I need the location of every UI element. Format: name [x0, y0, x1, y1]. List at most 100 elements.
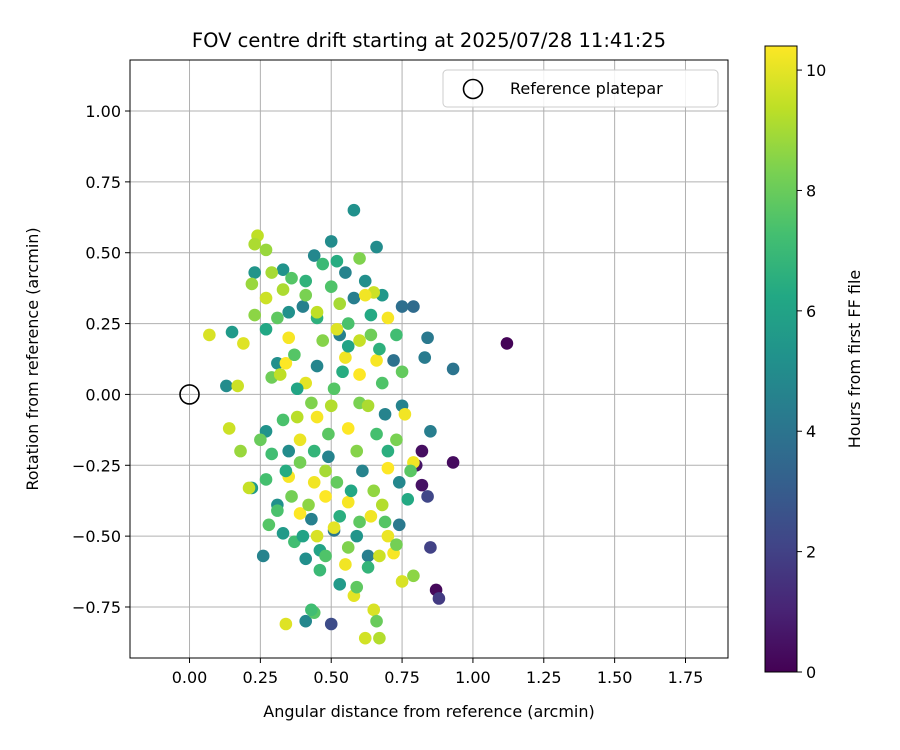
- data-point-81: [398, 407, 412, 421]
- data-point-105: [271, 504, 284, 517]
- data-point-168: [361, 399, 375, 413]
- data-point-146: [265, 447, 279, 461]
- data-point-138: [299, 288, 313, 302]
- y-tick-label-0: −0.75: [72, 598, 121, 617]
- data-point-78: [381, 529, 395, 543]
- data-point-124: [254, 433, 267, 447]
- data-point-127: [327, 382, 341, 396]
- data-point-147: [336, 365, 349, 379]
- data-point-157: [333, 509, 347, 523]
- data-point-104: [285, 490, 298, 503]
- data-point-16: [256, 549, 270, 563]
- data-point-101: [327, 521, 341, 534]
- x-tick-label-2: 0.50: [313, 668, 349, 687]
- reference-marker: [179, 384, 200, 405]
- data-points: [203, 203, 514, 645]
- data-point-4: [415, 478, 429, 492]
- data-point-90: [353, 368, 366, 381]
- data-point-27: [358, 274, 372, 288]
- data-point-69: [358, 631, 372, 645]
- plot-area: 0.00 0.25 0.50 0.75 1.00 1.25 1.50 1.75 −0.75−0…: [72, 59, 729, 687]
- data-point-36: [387, 354, 400, 367]
- data-point-97: [319, 490, 332, 503]
- x-tick-label-3: 0.75: [384, 668, 420, 687]
- data-point-156: [296, 529, 310, 543]
- data-point-51: [361, 549, 375, 563]
- data-point-14: [418, 351, 432, 364]
- data-point-30: [282, 305, 296, 319]
- data-point-45: [305, 512, 318, 526]
- data-point-144: [330, 475, 344, 489]
- data-point-165: [333, 297, 347, 311]
- data-point-21: [220, 379, 233, 393]
- data-point-34: [310, 359, 324, 373]
- y-tick-label-6: 0.75: [85, 173, 121, 192]
- data-point-102: [310, 529, 324, 543]
- data-point-142: [285, 271, 298, 285]
- data-point-89: [339, 351, 352, 364]
- colorbar-tick-label-1: 2: [806, 543, 816, 562]
- data-point-172: [324, 399, 338, 413]
- data-point-15: [424, 424, 437, 438]
- data-point-133: [316, 334, 330, 347]
- data-point-108: [319, 549, 332, 563]
- y-tick-label-5: 0.50: [85, 244, 121, 263]
- data-point-10: [407, 300, 420, 313]
- data-point-59: [259, 291, 273, 305]
- data-point-70: [373, 631, 386, 645]
- data-point-0: [500, 337, 514, 350]
- data-point-8: [421, 490, 434, 503]
- data-point-113: [313, 563, 327, 577]
- data-point-63: [222, 422, 236, 435]
- data-point-98: [341, 495, 355, 509]
- plot-frame: [129, 59, 729, 659]
- colorbar-label: Hours from first FF file: [845, 270, 864, 449]
- data-point-141: [316, 257, 330, 271]
- data-point-11: [395, 300, 409, 313]
- data-point-120: [350, 444, 364, 458]
- data-point-112: [390, 538, 403, 551]
- data-point-25: [307, 249, 321, 262]
- data-point-75: [407, 569, 420, 583]
- data-point-137: [271, 311, 284, 325]
- colorbar: 0 2 4 6 8 10 Hours from first FF file: [764, 45, 864, 682]
- data-point-171: [273, 368, 287, 381]
- data-point-58: [245, 277, 259, 291]
- data-point-87: [279, 356, 293, 370]
- data-point-125: [276, 413, 290, 427]
- data-point-84: [358, 288, 372, 302]
- data-point-48: [392, 518, 406, 532]
- x-tick-label-7: 1.75: [668, 668, 704, 687]
- data-point-166: [353, 334, 366, 347]
- data-point-7: [424, 541, 437, 554]
- data-point-167: [290, 410, 304, 424]
- data-point-74: [395, 575, 409, 588]
- data-point-106: [262, 518, 276, 532]
- data-point-77: [373, 549, 386, 563]
- x-tick-label-4: 1.00: [455, 668, 491, 687]
- data-point-159: [259, 322, 273, 336]
- data-point-143: [302, 498, 315, 512]
- data-point-71: [367, 603, 381, 617]
- data-point-91: [330, 322, 344, 336]
- x-axis-ticks: 0.00 0.25 0.50 0.75 1.00 1.25 1.50 1.75: [172, 658, 704, 687]
- y-axis-ticks: −0.75 −0.50 −0.25 0.00 0.25 0.50 0.75 1.00: [72, 102, 130, 617]
- data-point-20: [324, 235, 338, 248]
- data-point-170: [319, 464, 332, 478]
- colorbar-gradient: [764, 45, 798, 673]
- data-point-61: [203, 328, 216, 342]
- data-point-49: [276, 526, 290, 540]
- data-point-92: [310, 410, 324, 424]
- data-point-53: [333, 578, 347, 591]
- data-point-155: [279, 464, 293, 478]
- data-point-66: [242, 481, 256, 495]
- data-point-56: [259, 243, 273, 257]
- data-point-2: [446, 456, 460, 469]
- data-point-116: [350, 580, 364, 594]
- data-point-123: [404, 464, 417, 478]
- legend-marker-reference: [462, 78, 484, 100]
- data-point-139: [324, 280, 338, 294]
- x-tick-label-5: 1.25: [526, 668, 562, 687]
